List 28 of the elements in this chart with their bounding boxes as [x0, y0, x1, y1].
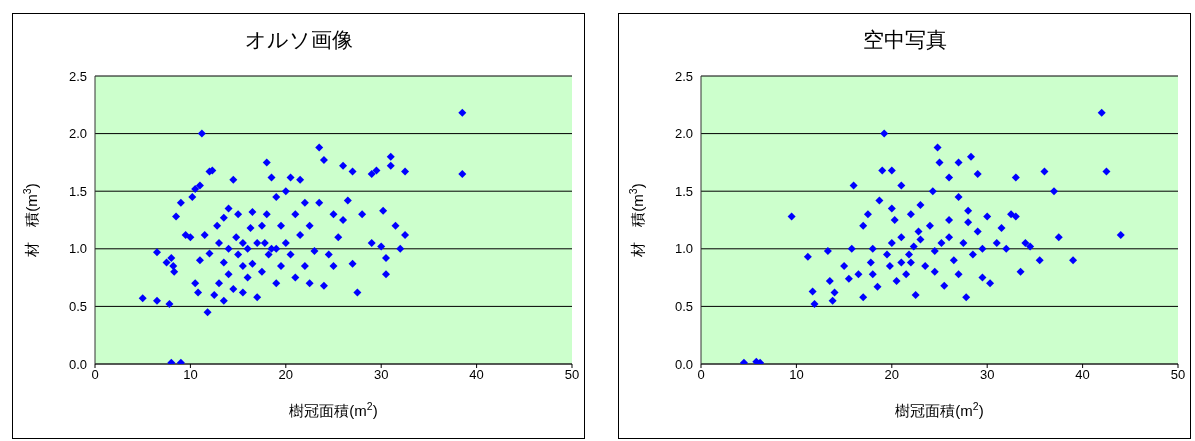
y-tick-label: 0.5 [68, 299, 87, 315]
x-axis-title: 樹冠面積(m$^{2}$) [895, 400, 984, 419]
x-tick-label: 30 [373, 367, 389, 383]
x-tick-label: 50 [1170, 367, 1186, 383]
y-tick-label: 1.5 [674, 183, 693, 199]
y-tick-label: 2.0 [674, 126, 693, 142]
chart-title: オルソ画像 [243, 27, 354, 53]
x-tick-label: 20 [278, 367, 294, 383]
y-tick-label: 1.0 [68, 241, 87, 257]
y-tick-label: 2.5 [674, 68, 693, 84]
chart-title: 空中写真 [861, 27, 948, 53]
y-tick-label: 0.5 [674, 299, 693, 315]
x-axis-title: 樹冠面積(m$^{2}$) [289, 400, 378, 419]
x-tick-label: 20 [884, 367, 900, 383]
x-tick-label: 50 [564, 367, 580, 383]
x-tick-label: 0 [91, 367, 99, 383]
x-tick-label: 10 [183, 367, 198, 383]
x-tick-label: 40 [469, 367, 484, 383]
y-tick-label: 1.0 [674, 241, 693, 257]
y-tick-label: 0.0 [674, 356, 693, 372]
x-tick-label: 30 [979, 367, 995, 383]
y-tick-label: 2.0 [68, 126, 87, 142]
x-tick-label: 10 [789, 367, 804, 383]
y-tick-label: 2.5 [68, 68, 87, 84]
y-tick-label: 0.0 [68, 356, 87, 372]
y-tick-label: 1.5 [68, 183, 87, 199]
x-tick-label: 0 [697, 367, 705, 383]
x-tick-label: 40 [1075, 367, 1090, 383]
